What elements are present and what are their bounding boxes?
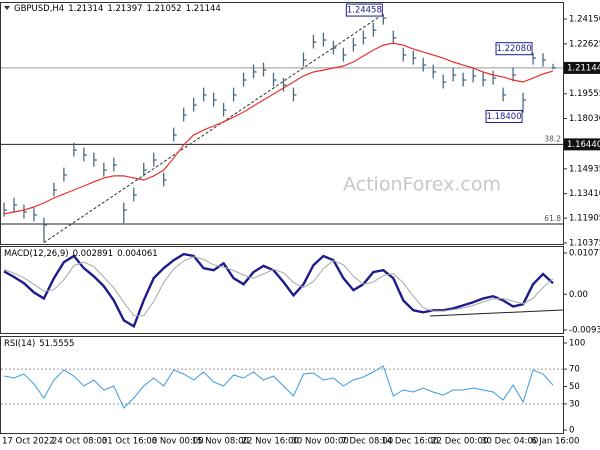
title-value: 1.21397: [107, 4, 142, 14]
macd-trendline: [429, 309, 564, 317]
x-tick-label: 22 Nov 16:00: [242, 437, 299, 447]
y-tick-label: 70: [569, 365, 580, 375]
trendline: [43, 13, 384, 243]
indicator-value: 0.004061: [117, 249, 158, 259]
swing-label-box: [485, 110, 523, 124]
price-panel: [0, 2, 564, 245]
price-box-label: 1.21144: [567, 63, 600, 73]
x-tick-label: 31 Oct 16:00: [102, 437, 157, 447]
y-tick-label: 100: [569, 339, 585, 349]
y-tick-label: 0.010774: [569, 249, 600, 259]
y-tick-label: -0.009328: [569, 325, 600, 335]
y-tick-label: 1.22625: [569, 39, 600, 49]
indicator-name: MACD(12,26,9): [4, 249, 69, 259]
indicator-title: RSI(14) 51.5555: [4, 339, 74, 349]
macd-panel: [0, 246, 564, 334]
fib-label: 61.8: [544, 214, 561, 223]
y-tick-label: 1.10375: [569, 238, 600, 248]
x-tick-label: 6 Jan 16:00: [531, 437, 579, 447]
y-tick-label: 1.18030: [569, 114, 600, 124]
x-tick-label: 24 Oct 08:00: [52, 437, 107, 447]
indicator-title: MACD(12,26,9) 0.002891 0.004061: [4, 249, 158, 259]
chart-title: GBPUSD,H4 1.21314 1.21397 1.21052 1.21144: [14, 4, 221, 14]
y-tick-label: 0: [569, 426, 574, 436]
x-tick-label: 30 Dec 04:00: [481, 437, 538, 447]
title-value: 1.21052: [147, 4, 182, 14]
y-tick-label: 1.14935: [569, 164, 600, 174]
x-tick-label: 8 Nov 00:00: [152, 437, 204, 447]
swing-label: 1.22080: [496, 44, 531, 54]
y-tick-label: 1.11905: [569, 214, 600, 224]
y-tick-label: 30: [569, 399, 580, 409]
title-value: 1.21144: [186, 4, 221, 14]
y-tick-label: 1.24150: [569, 15, 600, 25]
indicator-line: [3, 252, 554, 329]
x-tick-label: 30 Nov 00:00: [291, 437, 348, 447]
moving-average: [3, 42, 554, 215]
watermark: ActionForex.com: [343, 174, 501, 196]
x-tick-label: 14 Dec 16:00: [381, 437, 438, 447]
price-box-label: 1.16440: [567, 140, 600, 150]
title-value: 1.21314: [68, 4, 103, 14]
x-tick-label: 22 Dec 00:00: [431, 437, 488, 447]
y-tick-label: 50: [569, 382, 580, 392]
swing-label-box: [345, 3, 383, 17]
price-box: [564, 61, 600, 74]
y-tick-label: 1.13410: [569, 189, 600, 199]
indicator-value: 51.5555: [39, 339, 74, 349]
indicator-line: [3, 365, 554, 409]
x-tick-label: 7 Dec 08:00: [341, 437, 393, 447]
swing-label: 1.24458: [347, 6, 382, 16]
symbol-icon: [4, 6, 10, 10]
fib-label: 38.2: [544, 134, 561, 143]
indicator-value: 0.002891: [73, 249, 114, 259]
y-tick-label: 0.00: [569, 290, 588, 300]
indicator-name: RSI(14): [4, 339, 35, 349]
title-symbol: GBPUSD,H4: [14, 4, 64, 14]
y-tick-label: 1.19555: [569, 89, 600, 99]
x-tick-label: 17 Oct 2022: [2, 437, 55, 447]
x-tick-label: 15 Nov 08:00: [192, 437, 249, 447]
swing-label-box: [495, 42, 533, 56]
price-box: [564, 138, 600, 151]
swing-label: 1.18400: [486, 112, 521, 122]
rsi-panel: [0, 336, 564, 434]
indicator-line: [3, 256, 554, 317]
